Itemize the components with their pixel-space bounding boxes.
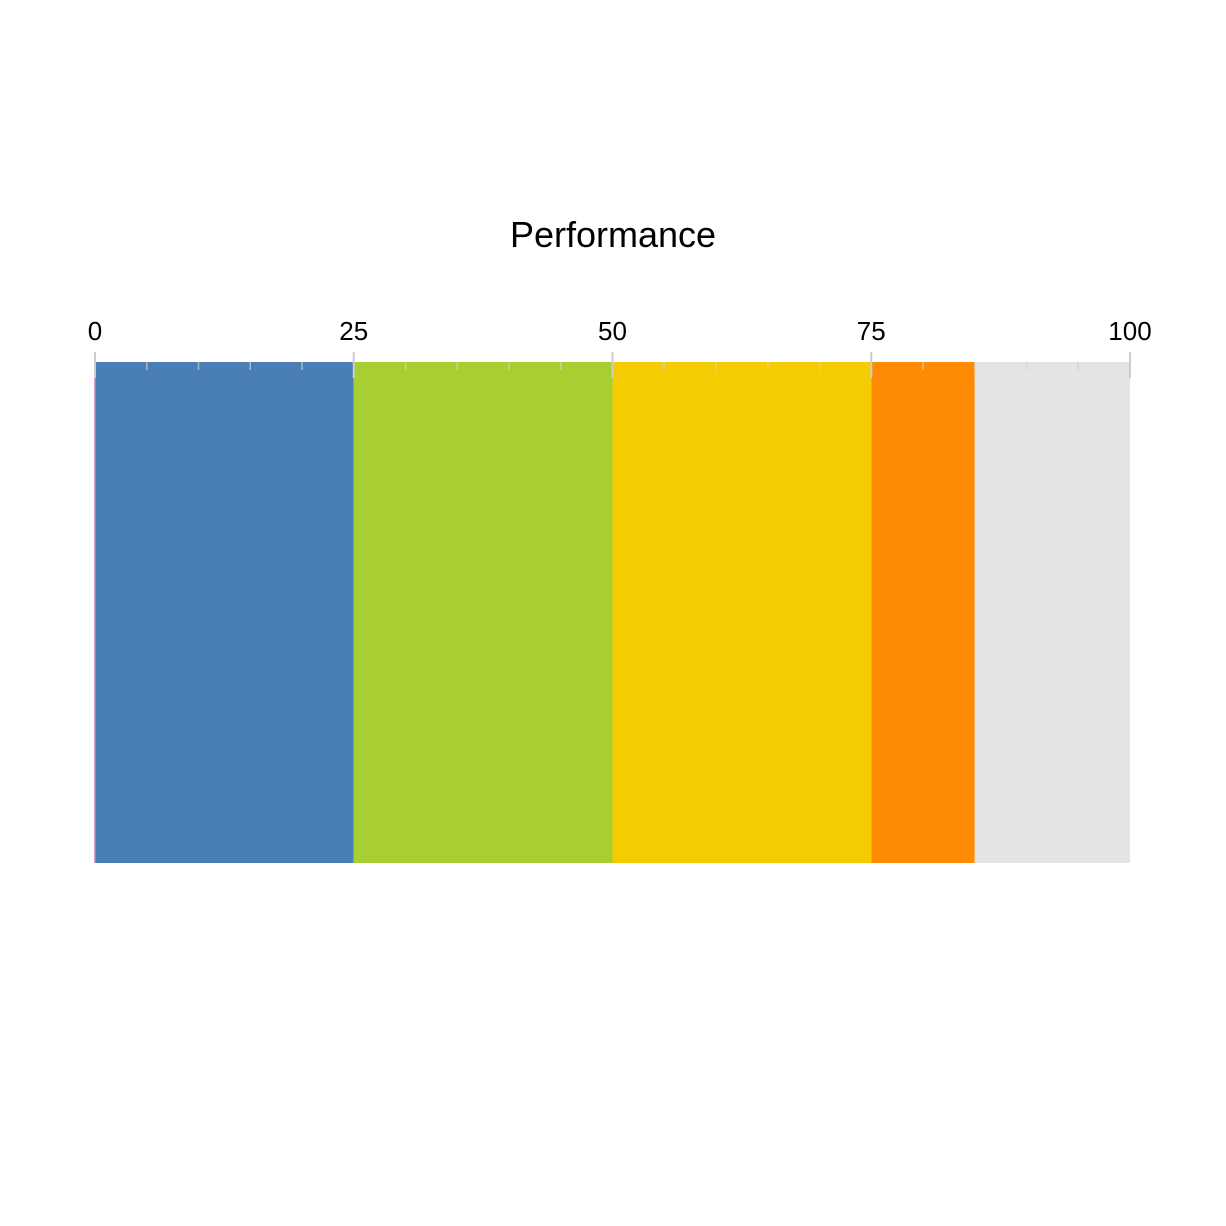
bar-segment-4	[871, 362, 975, 863]
tick-label-25: 25	[339, 316, 368, 346]
tick-label-75: 75	[857, 316, 886, 346]
axis-tick-labels: 0 25 50 75 100	[88, 316, 1152, 346]
bar-segment-2	[353, 362, 613, 863]
tick-label-100: 100	[1108, 316, 1151, 346]
chart-title: Performance	[510, 214, 716, 255]
bar-segment-1	[95, 362, 354, 863]
segments-layer	[94, 362, 1130, 863]
tick-label-0: 0	[88, 316, 102, 346]
bar-segment-3	[612, 362, 872, 863]
bar-segment-5	[974, 362, 1130, 863]
tick-label-50: 50	[598, 316, 627, 346]
axis-ticks	[94, 352, 1131, 378]
